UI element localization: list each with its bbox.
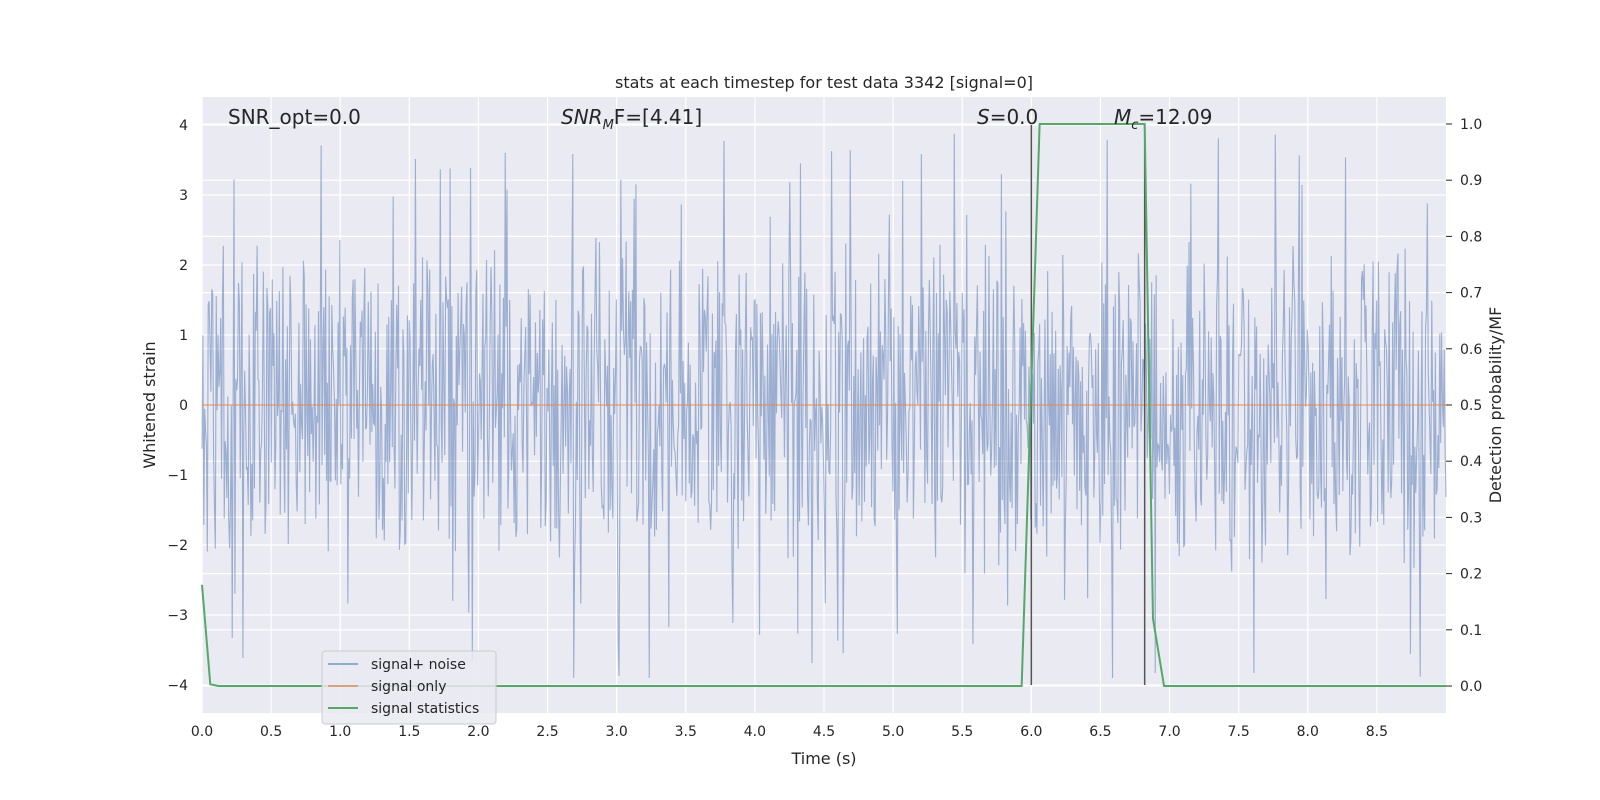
y-right-tick-label: 0.3 <box>1460 510 1482 526</box>
x-tick-label: 4.0 <box>744 724 766 740</box>
legend: signal+ noise signal only signal statist… <box>321 650 497 725</box>
x-tick-label: 1.5 <box>398 724 420 740</box>
legend-box <box>321 650 497 725</box>
x-tick-label: 7.5 <box>1228 724 1250 740</box>
y-right-tick-label: 0.5 <box>1460 398 1482 414</box>
x-tick-label: 0.5 <box>260 724 282 740</box>
y-tick-labels: 4 3 2 1 0 −1 −2 −3 −4 <box>167 118 188 694</box>
y-right-tick-label: 0.9 <box>1460 173 1482 189</box>
y-right-tick-label: 0.2 <box>1460 567 1482 583</box>
x-axis-label: Time (s) <box>790 749 856 768</box>
x-tick-label: 6.5 <box>1089 724 1111 740</box>
y-tick-label: 2 <box>179 258 188 274</box>
legend-statistics-label: signal statistics <box>371 701 479 717</box>
y-tick-label: −1 <box>167 468 188 484</box>
x-tick-label: 5.0 <box>882 724 904 740</box>
statistics-line <box>201 122 1446 688</box>
snr-opt-annotation: SNR_opt=0.0 <box>228 105 361 129</box>
x-tick-labels: 0.0 0.5 1.0 1.5 2.0 2.5 3.0 3.5 4.0 4.5 5.0 5.5 6.0 6… <box>191 724 1388 740</box>
y-right-axis-label: Detection probability/MF <box>1486 307 1505 504</box>
x-tick-label: 4.5 <box>813 724 835 740</box>
x-tick-label: 6.0 <box>1020 724 1042 740</box>
x-tick-label: 3.5 <box>675 724 697 740</box>
y-axis-label: Whitened strain <box>140 341 159 468</box>
statistics-series <box>201 122 1446 688</box>
x-tick-label: 3.0 <box>606 724 628 740</box>
y-tick-label: −3 <box>167 608 188 624</box>
y-right-tick-label: 0.4 <box>1460 454 1482 470</box>
y-right-tick-label: 0.8 <box>1460 229 1482 245</box>
x-tick-label: 2.0 <box>467 724 489 740</box>
x-tick-label: 7.0 <box>1158 724 1180 740</box>
y-right-tick-labels: 1.0 0.9 0.8 0.7 0.6 0.5 0.4 0.3 0.2 0.1 0.0 <box>1446 117 1482 695</box>
y-tick-label: 0 <box>179 398 188 414</box>
noise-series <box>201 133 1447 679</box>
y-right-tick-label: 0.6 <box>1460 342 1482 358</box>
x-tick-label: 0.0 <box>191 724 213 740</box>
x-tick-label: 5.5 <box>951 724 973 740</box>
y-tick-label: 1 <box>179 328 188 344</box>
y-right-tick-label: 0.1 <box>1460 623 1482 639</box>
y-right-tick-label: 0.0 <box>1460 679 1482 695</box>
mc-annotation: Mc=12.09 <box>1114 105 1212 133</box>
snr-mf-annotation: SNRMF=[4.41] <box>561 105 702 133</box>
y-tick-label: −2 <box>167 538 188 554</box>
y-tick-label: −4 <box>167 678 188 694</box>
x-tick-label: 2.5 <box>536 724 558 740</box>
y-right-tick-label: 1.0 <box>1460 117 1482 133</box>
legend-signal-label: signal only <box>371 679 446 695</box>
y-tick-label: 3 <box>179 188 188 204</box>
y-right-tick-label: 0.7 <box>1460 286 1482 302</box>
noise-line <box>201 133 1447 679</box>
s-annotation: S=0.0 <box>977 105 1038 129</box>
y-tick-label: 4 <box>179 118 188 134</box>
legend-noise-label: signal+ noise <box>371 657 466 673</box>
x-tick-label: 8.5 <box>1366 724 1388 740</box>
chart-title: stats at each timestep for test data 334… <box>615 73 1033 92</box>
x-tick-label: 8.0 <box>1297 724 1319 740</box>
x-tick-label: 1.0 <box>329 724 351 740</box>
